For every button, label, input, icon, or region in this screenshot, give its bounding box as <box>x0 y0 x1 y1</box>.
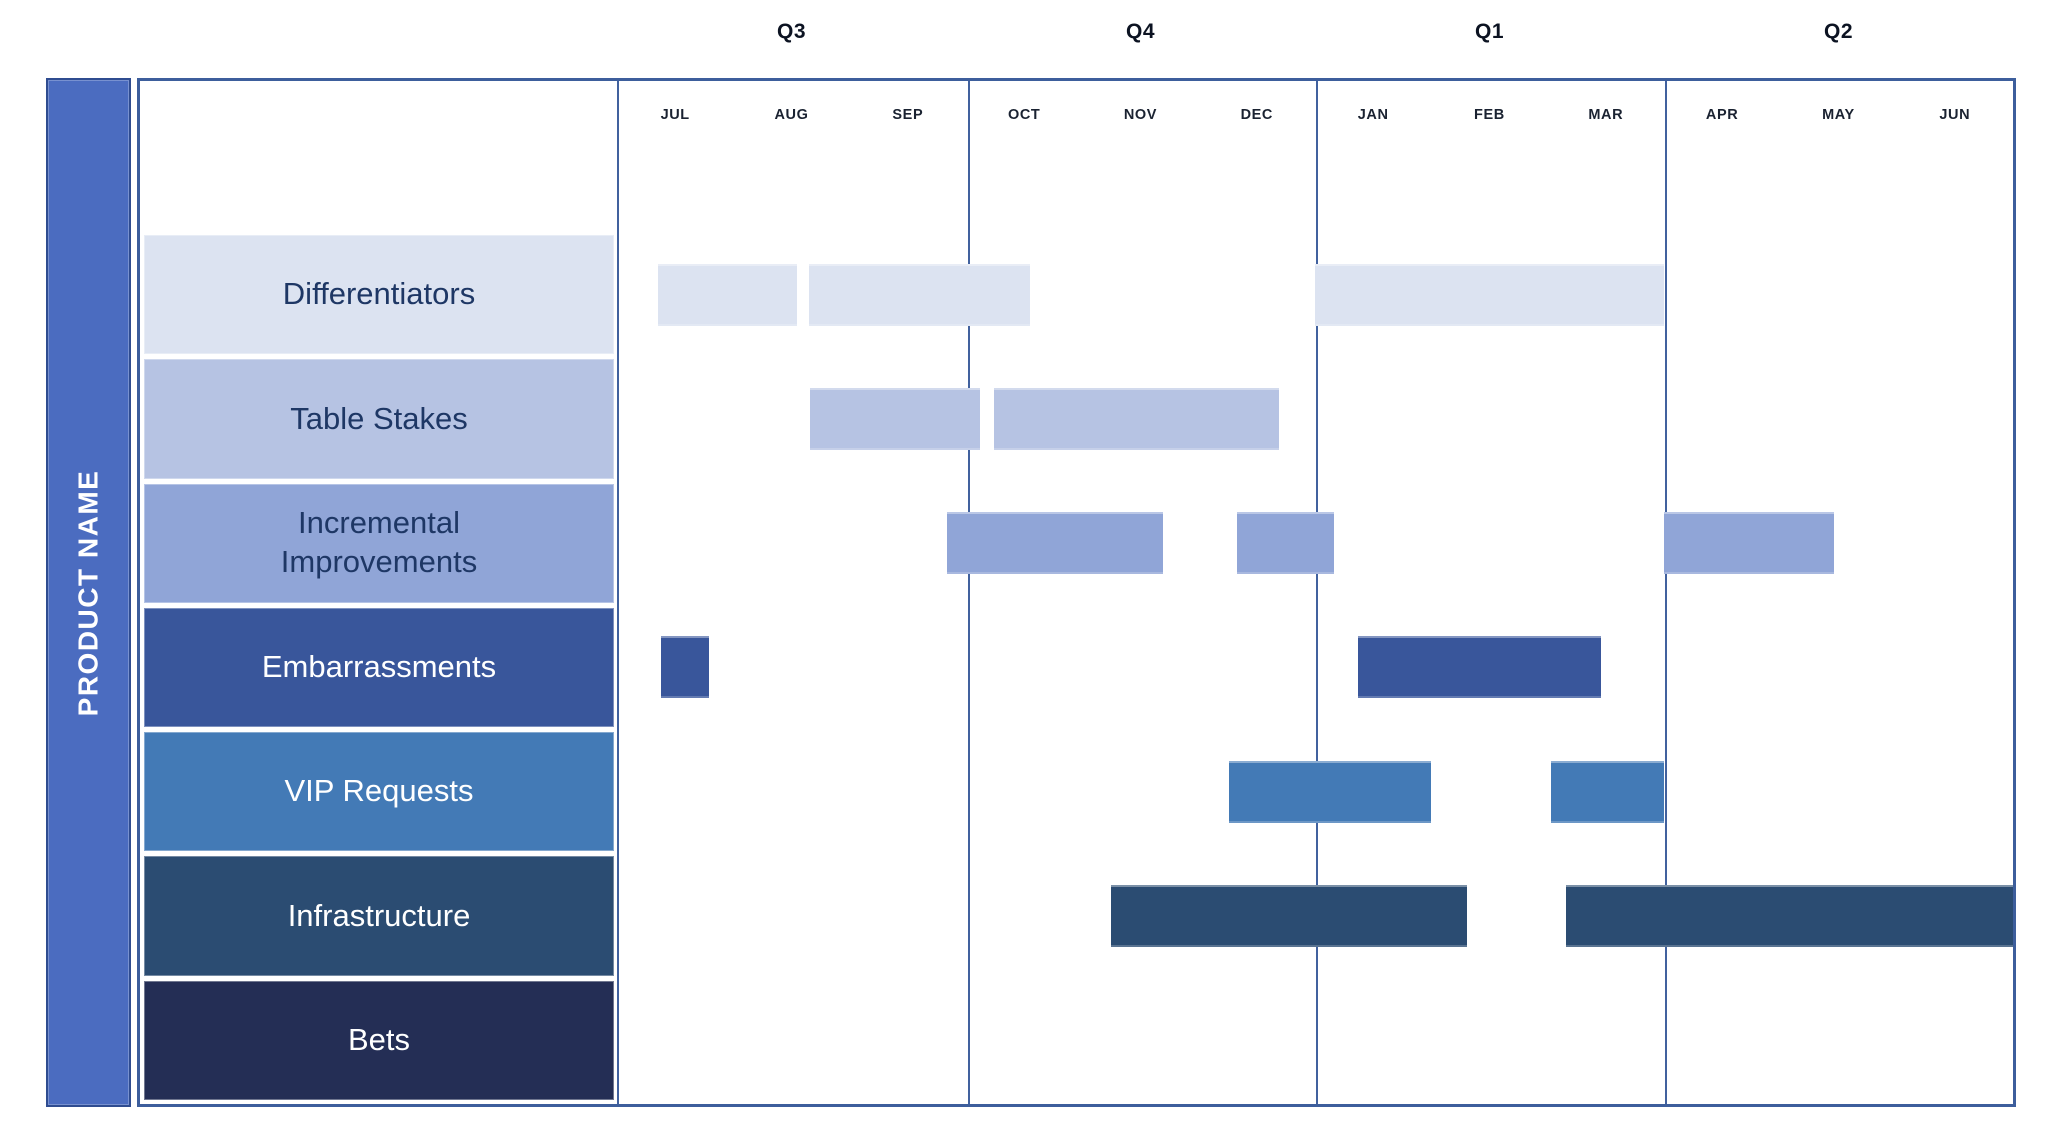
category-label-table-stakes: Table Stakes <box>144 359 614 479</box>
month-label: AUG <box>774 107 809 123</box>
row-bets: Bets <box>144 980 2013 1100</box>
category-rows: Differentiators Table Stakes Incremental I… <box>144 235 2013 1100</box>
gantt-bar <box>808 263 1030 326</box>
month-label: FEB <box>1474 107 1505 123</box>
month-label: MAY <box>1822 107 1855 123</box>
quarter-label: Q1 <box>1474 20 1504 43</box>
quarter-label: Q4 <box>1125 20 1155 43</box>
gantt-bar <box>1228 760 1432 823</box>
timeline-lane-infrastructure <box>617 856 2013 975</box>
timeline-grid <box>617 81 2013 1104</box>
gantt-bar <box>993 387 1279 450</box>
quarter-header-row: Q3 Q4 Q1 Q2 <box>617 10 2013 54</box>
timeline-lane-incremental-improvements <box>617 484 2013 603</box>
category-label-infrastructure: Infrastructure <box>144 856 614 976</box>
gantt-bar <box>1566 885 2013 948</box>
quarter-label: Q3 <box>776 20 806 43</box>
month-label: OCT <box>1007 107 1041 123</box>
timeline-lane-differentiators <box>617 235 2013 354</box>
quarter-divider <box>1664 81 1667 1104</box>
gantt-bar <box>1358 636 1602 699</box>
row-embarrassments: Embarrassments <box>144 607 2013 728</box>
row-infrastructure: Infrastructure <box>144 856 2013 976</box>
quarter-divider <box>967 81 970 1104</box>
month-label: DEC <box>1240 107 1274 123</box>
row-differentiators: Differentiators <box>144 235 2013 355</box>
timeline-lane-table-stakes <box>617 359 2013 478</box>
timeline-lane-vip-requests <box>617 732 2013 851</box>
month-label: JUL <box>660 107 690 123</box>
timeline-lane-bets <box>617 981 2013 1100</box>
sidebar-title: PRODUCT NAME <box>72 469 104 716</box>
month-label: APR <box>1705 107 1739 123</box>
month-label: JUN <box>1939 107 1971 123</box>
month-label: NOV <box>1123 107 1158 123</box>
category-label-embarrassments: Embarrassments <box>144 607 614 728</box>
product-name-sidebar: PRODUCT NAME <box>46 78 131 1107</box>
gantt-bar <box>1551 760 1664 823</box>
month-label: JAN <box>1357 107 1389 123</box>
gantt-bar <box>661 636 709 699</box>
row-table-stakes: Table Stakes <box>144 359 2013 479</box>
gantt-bar <box>657 263 798 326</box>
gantt-bar <box>1664 512 1834 575</box>
gantt-bar <box>947 512 1163 575</box>
quarter-label: Q2 <box>1823 20 1853 43</box>
month-label: MAR <box>1588 107 1624 123</box>
month-label: SEP <box>892 107 924 123</box>
gantt-bar <box>1315 263 1664 326</box>
row-incremental-improvements: Incremental Improvements <box>144 483 2013 603</box>
roadmap-panel: JUL AUG SEP OCT NOV DEC JAN FEB MAR APR MAY JUN Dif… <box>137 78 2016 1107</box>
month-header-row: JUL AUG SEP OCT NOV DEC JAN FEB MAR APR MAY JUN <box>617 107 2013 127</box>
category-label-vip-requests: VIP Requests <box>144 732 614 852</box>
quarter-divider <box>1316 81 1318 1104</box>
category-label-differentiators: Differentiators <box>144 235 614 355</box>
gantt-bar <box>810 387 980 450</box>
gantt-bar <box>1237 512 1334 575</box>
timeline-lane-embarrassments <box>617 608 2013 727</box>
gantt-bar <box>1111 885 1468 948</box>
row-vip-requests: VIP Requests <box>144 732 2013 852</box>
category-label-incremental-improvements: Incremental Improvements <box>144 483 614 603</box>
category-label-bets: Bets <box>144 980 614 1100</box>
